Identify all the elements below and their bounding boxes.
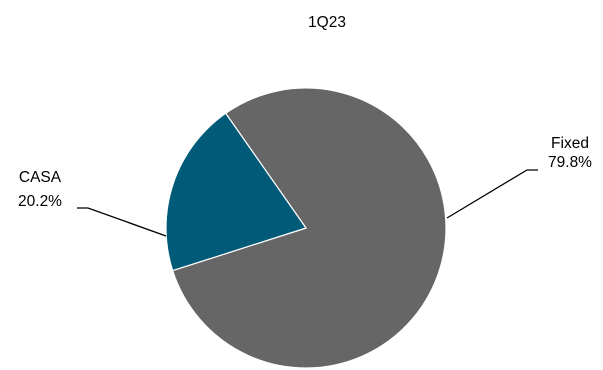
pie-slice-casa [165,112,307,272]
leader-line-casa [77,207,167,237]
chart-title: 1Q23 [308,14,346,31]
pie-slice-fixed [171,87,447,369]
pie-slices [165,87,447,369]
slice-label-casa-name: CASA [19,169,62,186]
leader-line-fixed [446,169,538,219]
slice-label-fixed-value: 79.8% [548,154,592,171]
slice-label-casa-value: 20.2% [18,193,62,210]
slice-label-fixed-name: Fixed [551,135,589,152]
